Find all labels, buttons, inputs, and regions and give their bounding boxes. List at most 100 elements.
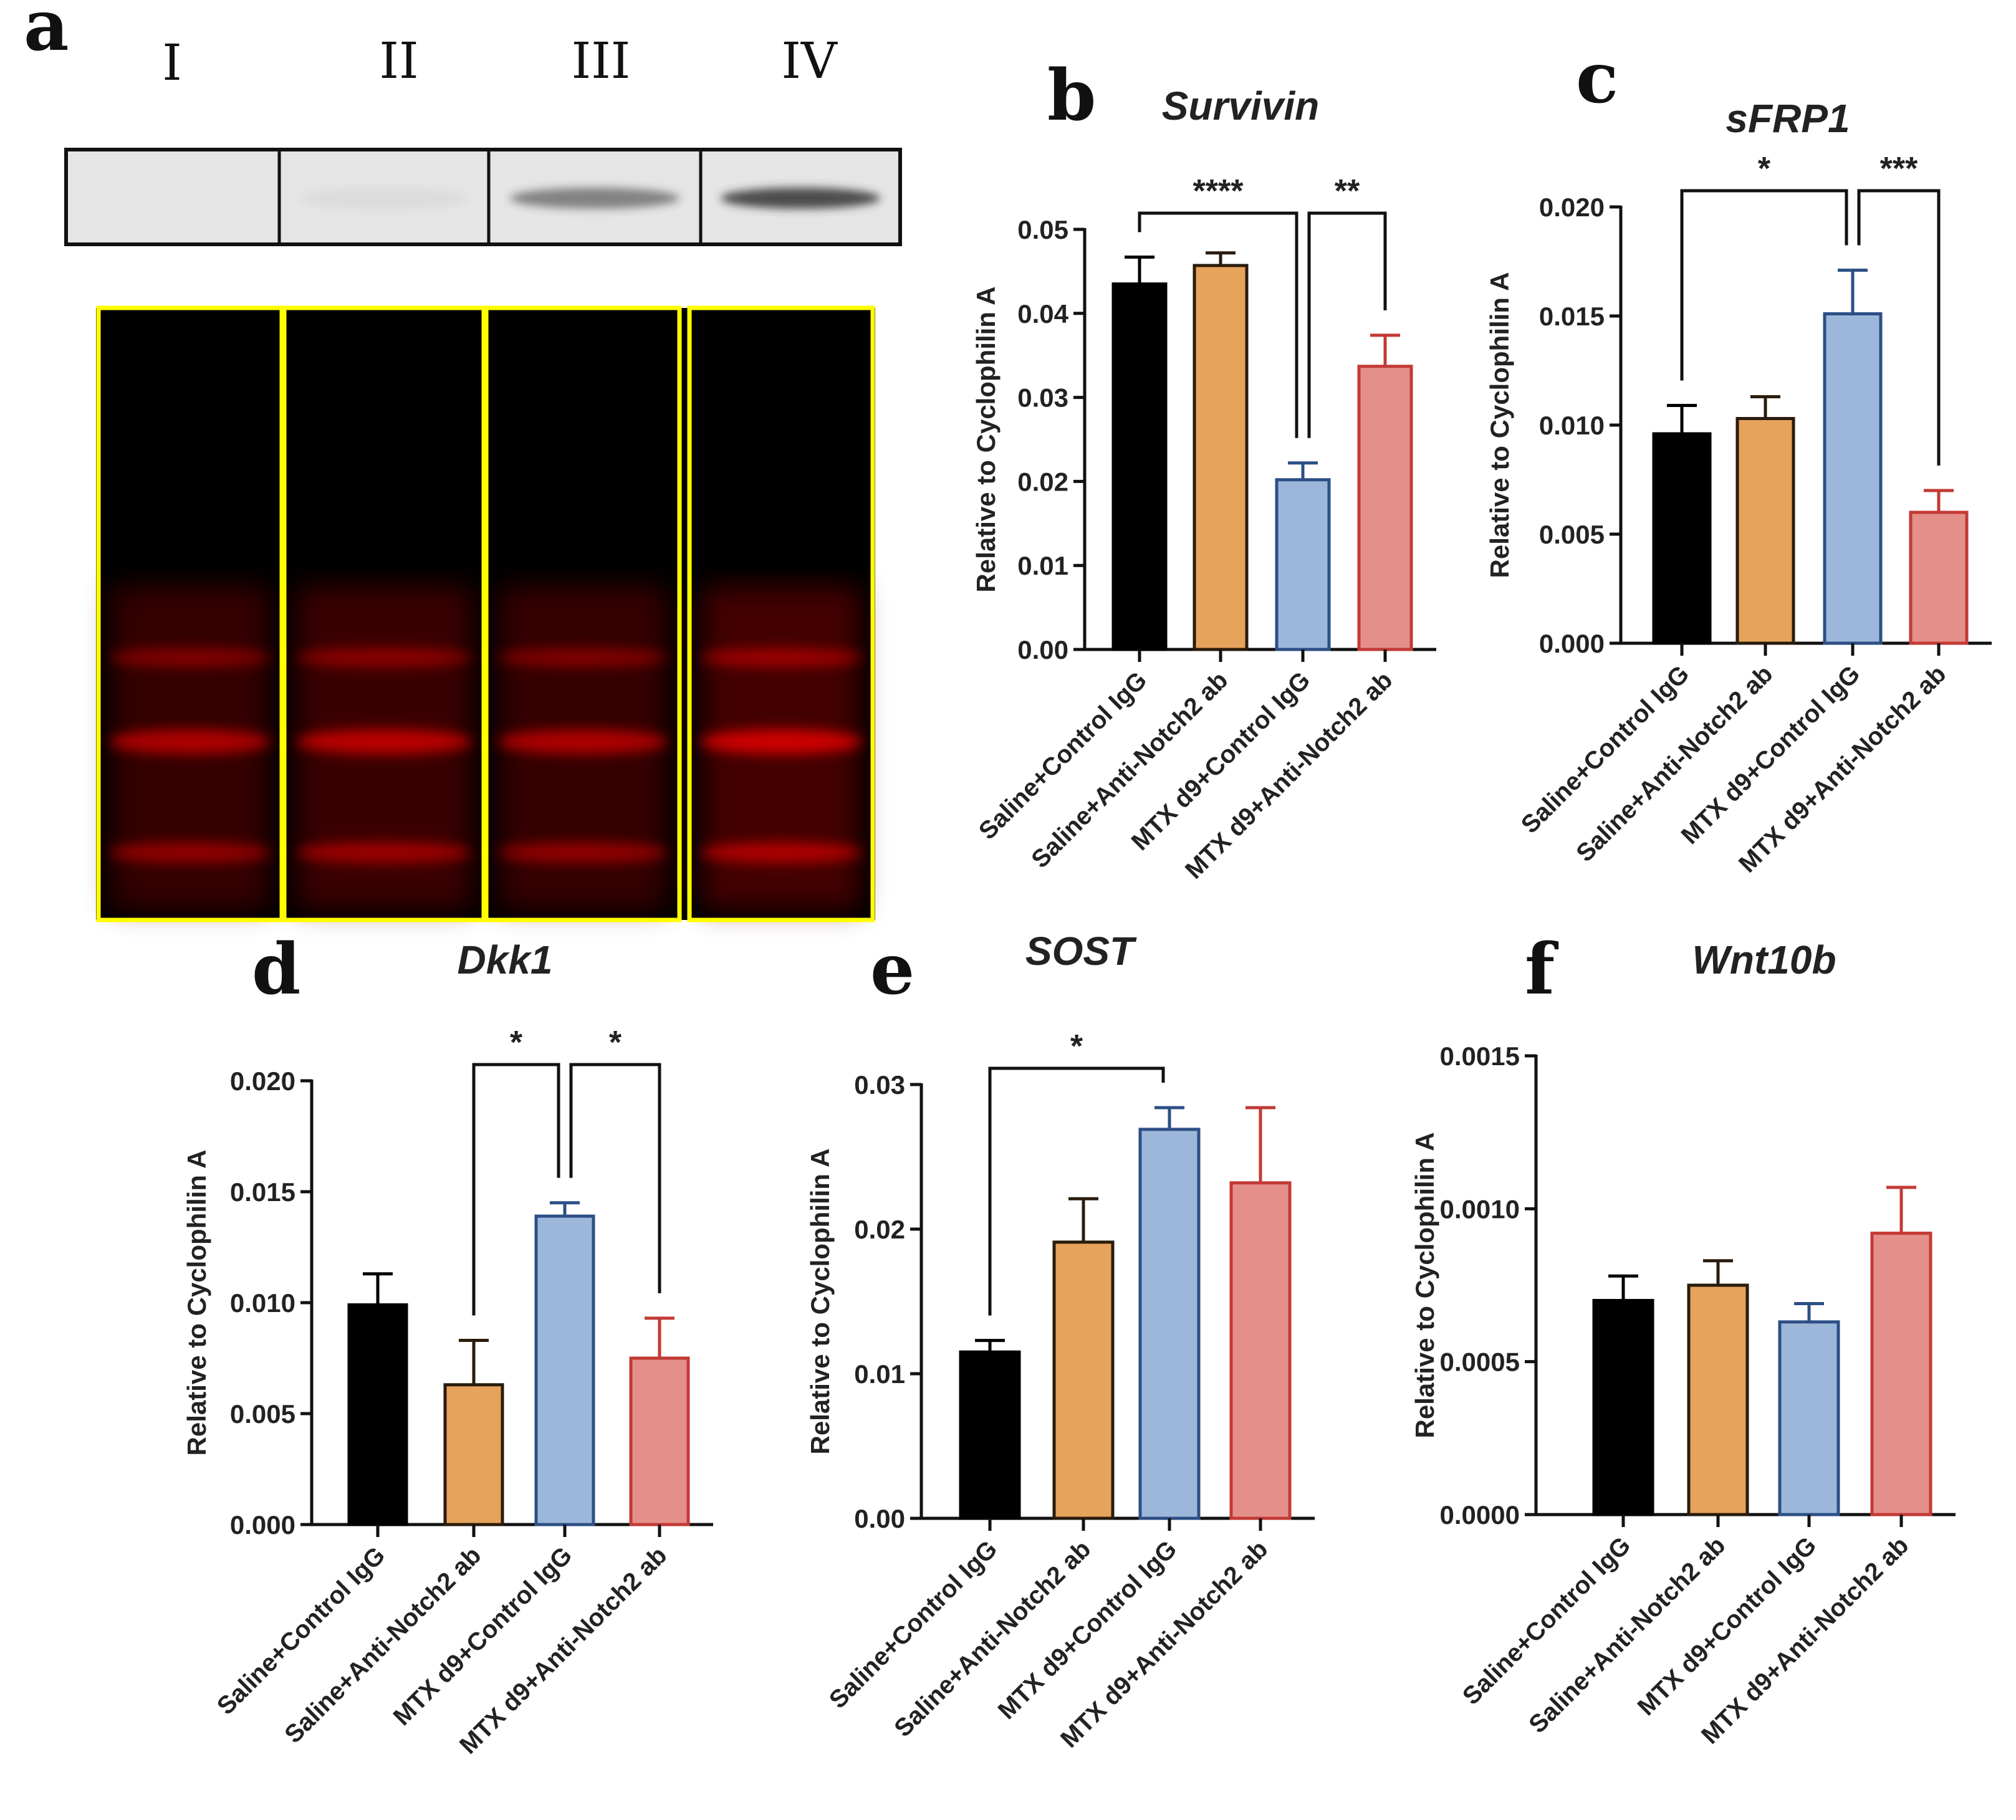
y-axis-label: Relative to Cyclophilin A	[971, 287, 1001, 593]
bar	[1870, 1232, 1932, 1516]
y-tick-label: 0.03	[1017, 383, 1068, 413]
y-tick-label: 0.00	[1017, 635, 1068, 664]
panel-letter-b: b	[1047, 55, 1096, 136]
panel-letter-e: e	[870, 929, 914, 1010]
y-tick-label: 0.005	[1539, 520, 1605, 549]
x-category-label: Saline+Control IgG	[212, 1541, 390, 1720]
y-tick-label: 0.005	[230, 1399, 295, 1429]
blot-strip	[64, 148, 902, 246]
significance-label: ***	[1880, 151, 1918, 187]
y-tick-label: 0.02	[854, 1215, 905, 1244]
panel-letter-a: a	[24, 0, 69, 67]
bar	[1357, 365, 1413, 651]
bar	[1909, 510, 1969, 645]
bar	[1778, 1320, 1840, 1516]
significance-label: **	[1335, 173, 1360, 209]
gel-lane-frame	[687, 305, 875, 922]
gel-band	[296, 648, 472, 667]
gel-band	[497, 842, 668, 863]
x-category-label: MTX d9+Control IgG	[993, 1535, 1183, 1725]
western-blot-panel: a I II III IV	[24, 0, 902, 922]
x-category-label: MTX d9+Control IgG	[1633, 1531, 1822, 1721]
lane-label-1: I	[162, 34, 182, 92]
chart-f: f Wnt10b 0.0000 0.0005 0.0010 0.0015 Relative …	[1410, 929, 1956, 1750]
blot-band	[721, 188, 880, 209]
bar	[534, 1214, 595, 1526]
significance-label: *	[609, 1025, 622, 1061]
y-tick-label: 0.0000	[1440, 1500, 1520, 1530]
y-axis-label: Relative to Cyclophilin A	[1485, 272, 1514, 578]
bar	[1823, 312, 1883, 645]
gel-band	[109, 729, 271, 754]
blot-strip-frame	[64, 148, 902, 246]
blot-band	[510, 188, 679, 209]
chart-e: e SOST 0.00 0.01 0.02 0.03 Relative to Cycloph…	[805, 929, 1315, 1753]
gel-lane-frame	[96, 305, 284, 922]
significance-label: *	[510, 1025, 523, 1061]
chart-title: Dkk1	[458, 937, 553, 982]
y-tick-label: 0.02	[1017, 467, 1068, 496]
x-category-label: Saline+Control IgG	[1457, 1531, 1636, 1710]
y-tick-label: 0.0010	[1440, 1194, 1520, 1224]
bar	[959, 1350, 1021, 1520]
chart-d: d Dkk1 0.000 0.005 0.010 0.015 0.020 Relative t…	[182, 929, 713, 1760]
bar	[1735, 417, 1795, 645]
gel-band	[497, 729, 668, 754]
lane-label-4: IV	[781, 32, 838, 90]
bar	[1052, 1240, 1115, 1520]
y-tick-label: 0.0005	[1440, 1348, 1520, 1377]
chart-title: sFRP1	[1726, 96, 1850, 141]
x-category-label: Saline+Control IgG	[824, 1535, 1002, 1713]
y-tick-label: 0.01	[1017, 551, 1068, 580]
significance-bracket	[1857, 189, 1941, 466]
chart-title: Survivin	[1162, 84, 1320, 128]
y-tick-label: 0.0015	[1440, 1042, 1520, 1071]
panel-letter-d: d	[252, 929, 300, 1010]
gel-band	[700, 842, 862, 863]
gel-lane-frame	[484, 305, 682, 922]
chart-title: Wnt10b	[1692, 937, 1836, 982]
significance-bracket	[988, 1066, 1165, 1316]
y-tick-label: 0.010	[1539, 411, 1605, 440]
y-axis-label: Relative to Cyclophilin A	[182, 1150, 211, 1456]
y-tick-label: 0.000	[1539, 629, 1605, 658]
bar	[1193, 264, 1249, 651]
total-protein-gel	[96, 305, 875, 922]
significance-bracket	[472, 1063, 560, 1316]
chart-title: SOST	[1025, 929, 1137, 974]
panel-letter-f: f	[1525, 929, 1559, 1010]
gel-band	[497, 648, 668, 667]
bar	[1111, 282, 1168, 651]
gel-band	[700, 648, 862, 667]
y-tick-label: 0.000	[230, 1510, 295, 1540]
y-tick-label: 0.03	[854, 1070, 905, 1099]
significance-bracket	[1138, 211, 1298, 438]
chart-b: b Survivin 0.00 0.01 0.02 0.03 0.04 0.05 Relativ…	[971, 55, 1436, 884]
bar	[1229, 1181, 1292, 1520]
y-tick-label: 0.015	[230, 1177, 295, 1207]
bar	[1275, 478, 1331, 651]
significance-label: *	[1758, 151, 1771, 187]
y-tick-label: 0.015	[1539, 302, 1605, 331]
gel-band	[109, 648, 271, 667]
significance-label: ****	[1193, 173, 1244, 209]
y-tick-label: 0.020	[1539, 193, 1605, 222]
lane-labels: I II III IV	[162, 32, 838, 92]
significance-bracket	[569, 1063, 661, 1293]
bar	[1652, 432, 1712, 645]
chart-c: c sFRP1 0.000 0.005 0.010 0.015 0.020 Relative …	[1485, 37, 1992, 878]
bar	[1592, 1299, 1654, 1516]
y-tick-label: 0.010	[230, 1288, 295, 1318]
y-axis-label: Relative to Cyclophilin A	[1410, 1133, 1439, 1439]
bar	[1138, 1128, 1201, 1520]
bar	[629, 1356, 690, 1526]
lane-label-3: III	[572, 32, 631, 90]
y-tick-label: 0.020	[230, 1066, 295, 1096]
blot-band	[300, 188, 468, 209]
significance-label: *	[1070, 1028, 1083, 1065]
y-axis-label: Relative to Cyclophilin A	[805, 1149, 835, 1455]
x-category-label: Saline+Control IgG	[1516, 660, 1694, 838]
x-category-label: MTX d9+Control IgG	[388, 1541, 578, 1731]
gel-band	[296, 842, 472, 863]
